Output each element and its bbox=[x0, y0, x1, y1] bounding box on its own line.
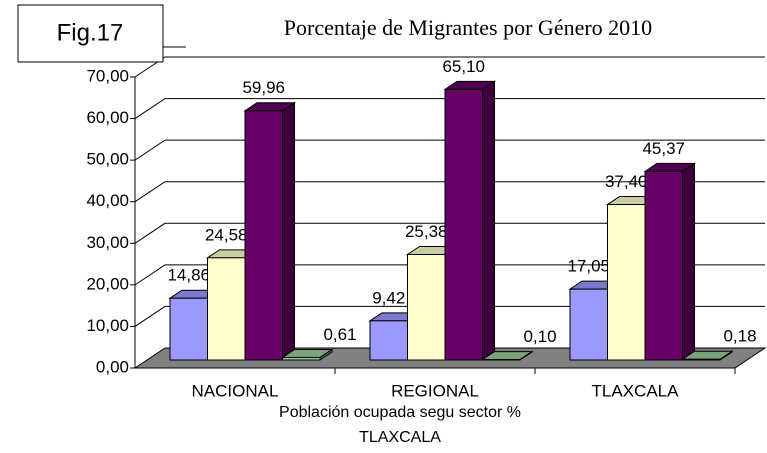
bar bbox=[407, 253, 446, 361]
data-label: 25,38 bbox=[405, 222, 448, 241]
grid-line bbox=[134, 264, 765, 286]
figure-box bbox=[17, 4, 164, 63]
bar-side bbox=[682, 162, 695, 361]
y-tick-label: 40,00 bbox=[86, 191, 129, 210]
x-axis-label: Población ocupada segu sector % bbox=[279, 404, 521, 421]
data-label: 59,96 bbox=[242, 78, 285, 97]
data-label: 24,58 bbox=[205, 225, 248, 244]
x-tick-label: TLAXCALA bbox=[592, 381, 680, 400]
figure-label: Fig.17 bbox=[57, 19, 124, 46]
x-tick-label: REGIONAL bbox=[391, 381, 479, 400]
data-label: 0,61 bbox=[323, 325, 356, 344]
data-label: 65,10 bbox=[442, 57, 485, 76]
grid-line bbox=[134, 305, 765, 327]
y-tick-label: 50,00 bbox=[86, 150, 129, 169]
data-label: 9,42 bbox=[372, 288, 405, 307]
data-label: 45,37 bbox=[642, 139, 685, 158]
x-tick-label: NACIONAL bbox=[192, 381, 279, 400]
bar-side bbox=[482, 80, 495, 361]
data-label: 0,10 bbox=[523, 327, 556, 346]
bar bbox=[682, 358, 721, 361]
bar bbox=[607, 204, 646, 361]
chart-title: Porcentaje de Migrantes por Género 2010 bbox=[284, 15, 652, 40]
data-label: 14,86 bbox=[167, 266, 210, 285]
grid-line bbox=[134, 56, 765, 78]
bar bbox=[444, 88, 483, 361]
bar bbox=[369, 320, 408, 361]
data-label: 37,40 bbox=[605, 172, 648, 191]
grid-line bbox=[134, 98, 765, 119]
grid-line bbox=[134, 181, 765, 203]
y-tick-label: 10,00 bbox=[86, 316, 129, 335]
plot-area: 0,00 10,00 20,00 30,00 40,00 50,00 60,00 70,00 N… bbox=[86, 56, 767, 400]
y-tick-label: 30,00 bbox=[86, 233, 129, 252]
bar bbox=[169, 297, 208, 361]
grid-line bbox=[134, 139, 765, 161]
y-tick-label: 70,00 bbox=[86, 66, 129, 85]
bar bbox=[644, 170, 683, 361]
x-axis-label: TLAXCALA bbox=[359, 429, 441, 446]
grid-line bbox=[134, 222, 765, 244]
data-label: 0,18 bbox=[723, 327, 756, 346]
bar-side bbox=[282, 101, 295, 361]
bar bbox=[569, 288, 608, 361]
y-tick-label: 60,00 bbox=[86, 108, 129, 127]
bar bbox=[244, 110, 283, 361]
y-tick-label: 0,00 bbox=[96, 357, 129, 376]
y-tick-label: 20,00 bbox=[86, 274, 129, 293]
bar bbox=[207, 257, 246, 361]
data-label: 17,05 bbox=[567, 257, 610, 276]
bar bbox=[282, 356, 321, 361]
